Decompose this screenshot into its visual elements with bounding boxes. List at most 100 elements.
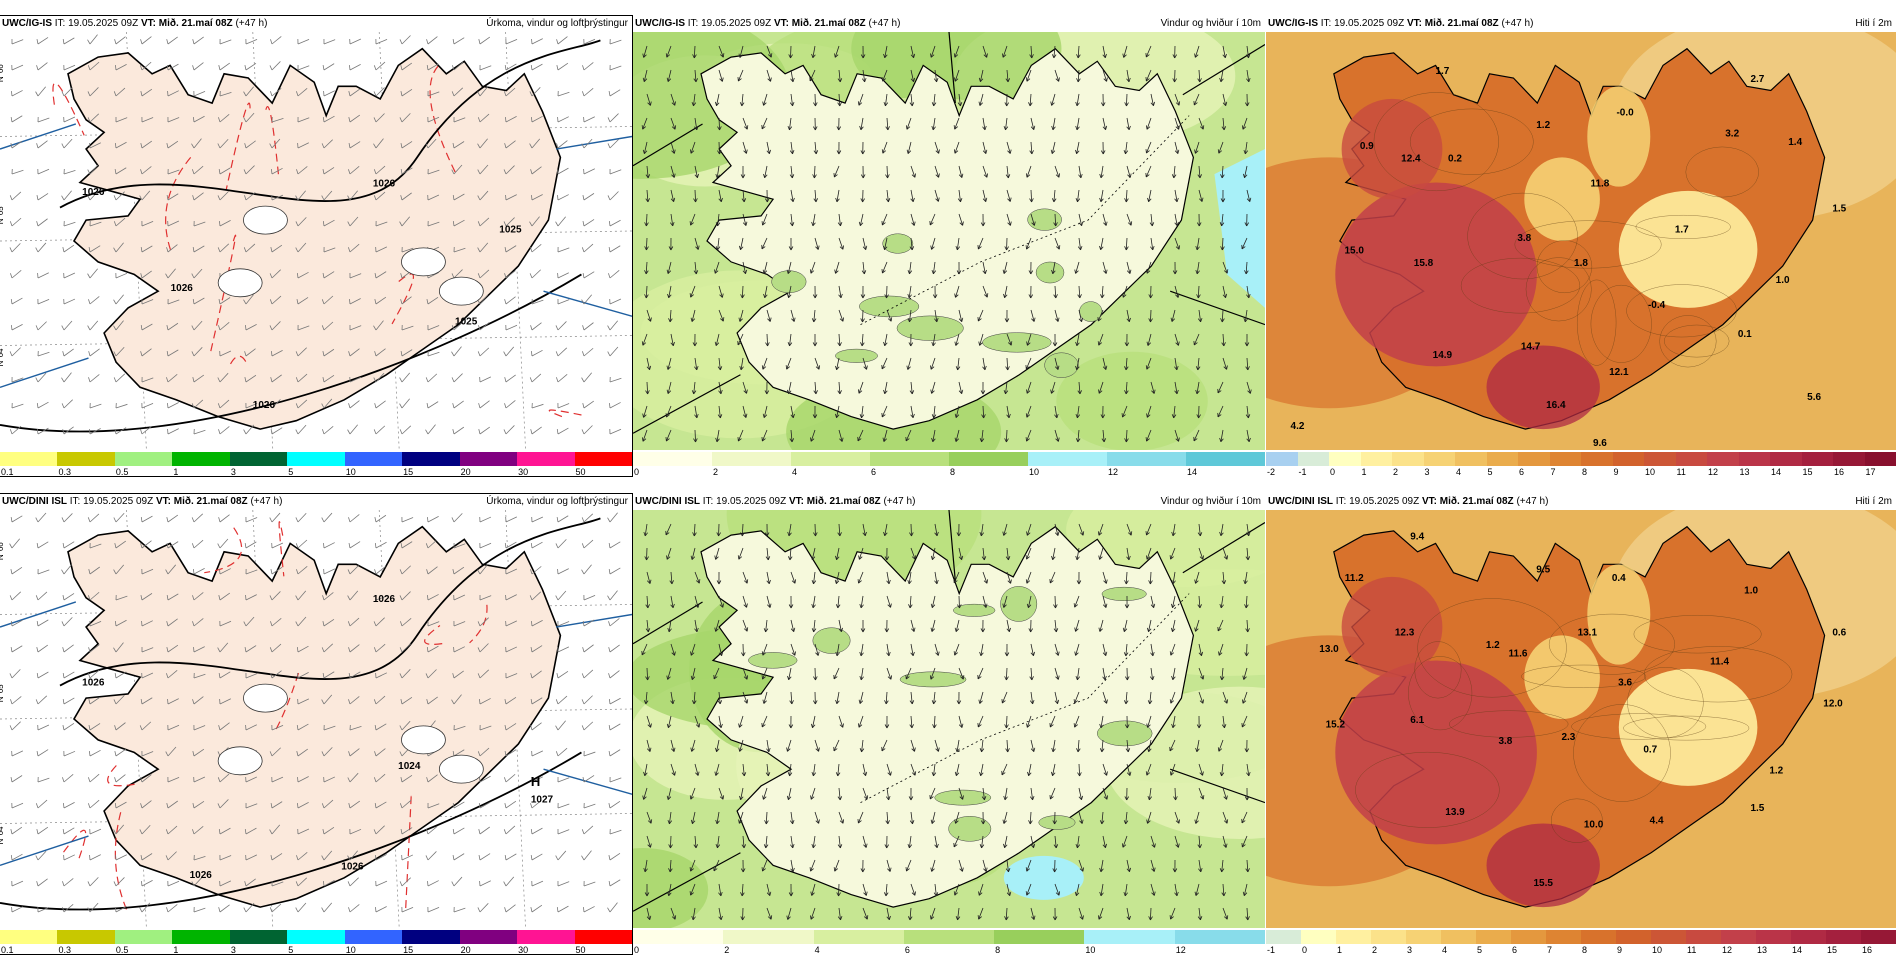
color-scale-swatch [1676,452,1708,466]
temperature-label: 1.4 [1788,137,1802,148]
valid-time: Mið. 21.maí 08Z [807,496,881,507]
temperature-label: 0.1 [1738,329,1752,340]
init-time: IT: 19.05.2025 09Z [1336,496,1419,507]
color-scale-tick: 0 [1302,945,1307,955]
color-scale-swatch [57,452,114,466]
color-scale-tick: 0 [1330,467,1335,477]
color-scale-tick: 20 [461,467,471,477]
color-scale-swatch [517,930,574,944]
color-scale-swatch [1833,452,1865,466]
model-name: UWC/DINI ISL [1268,496,1333,507]
color-scale-swatch [1644,452,1676,466]
temperature-label: 1.7 [1435,66,1449,77]
color-scale-tick: 1 [1362,467,1367,477]
color-scale-tick: 8 [950,467,955,477]
valid-time-label: VT: [774,18,789,29]
color-scale-tick: 0.5 [116,467,129,477]
init-time: IT: 19.05.2025 09Z [55,18,138,29]
color-scale-swatch [1581,930,1616,944]
forecast-panel-precip: UWC/DINI ISL IT: 19.05.2025 09Z VT: Mið.… [0,494,632,954]
lead-time: (+47 h) [250,496,282,507]
temperature-label: 12.4 [1401,154,1421,165]
map-wind[interactable] [633,32,1265,450]
color-scale-tick: 3 [231,467,236,477]
color-scale-tick: 15 [403,945,413,955]
color-scale-tick: 30 [518,945,528,955]
color-scale-tick: 3 [231,945,236,955]
color-scale-swatch [57,930,114,944]
color-scale-tick: 12 [1176,945,1186,955]
color-scale-swatch [1518,452,1550,466]
color-scale-tick: 2 [1372,945,1377,955]
color-scale-tick: 0.3 [58,945,71,955]
color-scale-tick: 0.5 [116,945,129,955]
isobar-label: 1026 [373,179,396,190]
color-scale-swatch [172,452,229,466]
valid-time-label: VT: [1407,18,1422,29]
color-scale-swatch [345,930,402,944]
init-time: IT: 19.05.2025 09Z [703,496,786,507]
panel-title: Hiti í 2m [1855,494,1892,510]
lead-time: (+47 h) [883,496,915,507]
color-scale-tick: -1 [1299,467,1307,477]
valid-time: Mið. 21.maí 08Z [159,18,233,29]
temperature-label: 9.4 [1410,531,1424,542]
valid-time: Mið. 21.maí 08Z [792,18,866,29]
color-scale-swatch [1651,930,1686,944]
color-scale-swatch [1511,930,1546,944]
temperature-label: 1.2 [1536,120,1550,131]
temperature-label: 15.0 [1344,246,1364,257]
color-scale-swatch [0,930,57,944]
color-scale-swatch [723,930,813,944]
isobar-label: 1026 [82,187,105,198]
temperature-label: 2.3 [1561,732,1575,743]
panel-title: Hiti í 2m [1855,16,1892,32]
temperature-label: 0.7 [1643,744,1657,755]
color-scale-tick: 15 [403,467,413,477]
color-scale-swatch [1865,452,1897,466]
color-scale-swatch [633,452,712,466]
color-scale-swatch [402,452,459,466]
init-time: IT: 19.05.2025 09Z [70,496,153,507]
init-time: IT: 19.05.2025 09Z [688,18,771,29]
temperature-label: 2.7 [1750,74,1764,85]
color-scale-tick: 6 [905,945,910,955]
panel-title: Úrkoma, vindur og loftþrýstingur [486,16,628,32]
lead-time: (+47 h) [235,18,267,29]
color-scale-tick: 2 [713,467,718,477]
color-scale-tick: 16 [1834,467,1844,477]
latitude-label: N°66 [0,542,5,560]
panel-header: UWC/DINI ISL IT: 19.05.2025 09Z VT: Mið.… [0,494,632,510]
color-scale-tick: 13 [1740,467,1750,477]
color-scale-tick: 8 [1582,467,1587,477]
valid-time: Mið. 21.maí 08Z [1425,18,1499,29]
color-scale-swatch [1266,930,1301,944]
color-scale-swatch [1455,452,1487,466]
temperature-label: 14.7 [1521,342,1541,353]
color-scale-swatch [904,930,994,944]
color-scale-swatch [633,930,723,944]
temperature-label: 11.4 [1710,657,1729,668]
color-scale-swatch [1707,452,1739,466]
color-scale-tick: 16 [1862,945,1872,955]
color-scale-swatch [517,452,574,466]
isobar-label: 1026 [82,678,105,689]
temperature-label: 1.2 [1486,640,1500,651]
color-scale-tick: 20 [461,945,471,955]
map-wind[interactable] [633,510,1265,928]
run-info: UWC/DINI ISL IT: 19.05.2025 09Z VT: Mið.… [635,494,915,510]
color-scale-tick: 13 [1757,945,1767,955]
temperature-label: 1.8 [1574,258,1588,269]
color-scale-tick: 7 [1551,467,1556,477]
color-scale-swatch [1329,452,1361,466]
color-scale-tick: 10 [1085,945,1095,955]
lead-time: (+47 h) [868,18,900,29]
color-scale-swatch [1084,930,1174,944]
